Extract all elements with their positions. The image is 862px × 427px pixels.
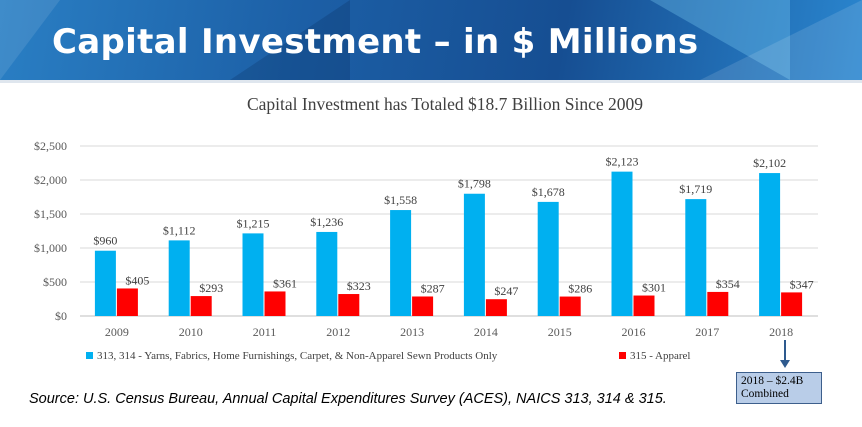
bar-apparel-2018 bbox=[781, 292, 803, 316]
data-label-yarns-fabrics: $960 bbox=[93, 234, 117, 248]
data-label-yarns-fabrics: $1,558 bbox=[384, 193, 417, 207]
annotation-line-1: 2018 – $2.4B bbox=[741, 375, 804, 387]
x-tick-label: 2013 bbox=[400, 325, 424, 339]
data-label-apparel: $354 bbox=[716, 277, 740, 291]
data-label-apparel: $301 bbox=[642, 281, 666, 295]
data-label-yarns-fabrics: $1,678 bbox=[532, 185, 565, 199]
data-label-apparel: $287 bbox=[421, 281, 445, 295]
bar-yarns-fabrics-2017 bbox=[685, 199, 707, 316]
bar-apparel-2013 bbox=[412, 296, 434, 316]
data-label-apparel: $286 bbox=[568, 282, 592, 296]
y-axis-ticks: $0 $500 $1,000 $1,500 $2,000 $2,500 bbox=[34, 139, 67, 323]
y-tick-label: $1,500 bbox=[34, 207, 67, 221]
bar-apparel-2014 bbox=[485, 299, 507, 316]
header-banner: Capital Investment – in $ Millions bbox=[0, 0, 862, 80]
y-tick-label: $2,000 bbox=[34, 173, 67, 187]
data-label-apparel: $405 bbox=[125, 273, 149, 287]
annotation-callout: 2018 – $2.4B Combined bbox=[736, 372, 822, 404]
bar-apparel-2016 bbox=[633, 295, 655, 316]
data-label-yarns-fabrics: $2,123 bbox=[606, 155, 639, 169]
bar-apparel-2012 bbox=[338, 294, 360, 316]
bar-yarns-fabrics-2016 bbox=[611, 171, 633, 316]
bar-yarns-fabrics-2010 bbox=[168, 240, 190, 316]
data-label-apparel: $293 bbox=[199, 281, 223, 295]
data-label-yarns-fabrics: $1,236 bbox=[310, 215, 343, 229]
data-label-apparel: $361 bbox=[273, 276, 297, 290]
bar-yarns-fabrics-2013 bbox=[390, 210, 412, 316]
bar-yarns-fabrics-2011 bbox=[242, 233, 264, 316]
bar-yarns-fabrics-2012 bbox=[316, 231, 338, 316]
banner-facet-decor bbox=[0, 0, 60, 80]
bar-apparel-2015 bbox=[559, 296, 581, 316]
source-note: Source: U.S. Census Bureau, Annual Capit… bbox=[29, 391, 667, 407]
x-tick-label: 2018 bbox=[769, 325, 793, 339]
y-tick-label: $500 bbox=[43, 275, 67, 289]
x-tick-label: 2011 bbox=[253, 325, 277, 339]
data-label-yarns-fabrics: $2,102 bbox=[753, 156, 786, 170]
x-tick-label: 2017 bbox=[695, 325, 719, 339]
x-tick-label: 2010 bbox=[179, 325, 203, 339]
bar-apparel-2010 bbox=[190, 296, 212, 316]
legend-swatch-apparel bbox=[619, 352, 626, 359]
banner-facet-decor bbox=[650, 0, 790, 80]
page-title: Capital Investment – in $ Millions bbox=[52, 22, 699, 62]
annotation-line-2: Combined bbox=[741, 388, 789, 400]
x-tick-label: 2015 bbox=[548, 325, 572, 339]
data-label-yarns-fabrics: $1,719 bbox=[679, 182, 712, 196]
bar-chart: Capital Investment has Totaled $18.7 Bil… bbox=[34, 94, 818, 362]
bar-apparel-2011 bbox=[264, 291, 286, 316]
bars bbox=[94, 171, 803, 316]
legend-label-apparel: 315 - Apparel bbox=[630, 350, 690, 362]
legend-label-yarns-fabrics: 313, 314 - Yarns, Fabrics, Home Furnishi… bbox=[97, 350, 498, 362]
x-axis-ticks: 2009 2010 2011 2012 2013 2014 2015 2016 2017 2018 bbox=[105, 325, 793, 339]
data-label-yarns-fabrics: $1,215 bbox=[237, 216, 270, 230]
data-label-yarns-fabrics: $1,798 bbox=[458, 177, 491, 191]
bar-yarns-fabrics-2009 bbox=[94, 250, 116, 316]
data-label-apparel: $323 bbox=[347, 279, 371, 293]
chart-title: Capital Investment has Totaled $18.7 Bil… bbox=[247, 94, 643, 114]
y-tick-label: $0 bbox=[55, 309, 67, 323]
bar-yarns-fabrics-2014 bbox=[463, 193, 485, 316]
banner-facet-decor bbox=[230, 0, 350, 80]
banner-facet-decor bbox=[700, 0, 862, 80]
y-tick-label: $1,000 bbox=[34, 241, 67, 255]
x-tick-label: 2012 bbox=[326, 325, 350, 339]
data-label-apparel: $347 bbox=[790, 277, 814, 291]
header-divider bbox=[0, 80, 862, 83]
y-tick-label: $2,500 bbox=[34, 139, 67, 153]
bar-labels: $960 $405 $1,112 $293 $1,215 $361 $1,236 $323 $1… bbox=[93, 155, 813, 299]
x-tick-label: 2009 bbox=[105, 325, 129, 339]
legend-swatch-yarns-fabrics bbox=[86, 352, 93, 359]
x-tick-label: 2014 bbox=[474, 325, 498, 339]
bar-apparel-2017 bbox=[707, 291, 729, 316]
data-label-yarns-fabrics: $1,112 bbox=[163, 223, 196, 237]
legend: 313, 314 - Yarns, Fabrics, Home Furnishi… bbox=[86, 350, 690, 362]
bar-yarns-fabrics-2015 bbox=[537, 201, 559, 316]
x-tick-label: 2016 bbox=[622, 325, 646, 339]
bar-yarns-fabrics-2018 bbox=[759, 173, 781, 316]
callout-arrow-icon bbox=[780, 340, 790, 368]
data-label-apparel: $247 bbox=[494, 284, 518, 298]
bar-apparel-2009 bbox=[116, 288, 138, 316]
